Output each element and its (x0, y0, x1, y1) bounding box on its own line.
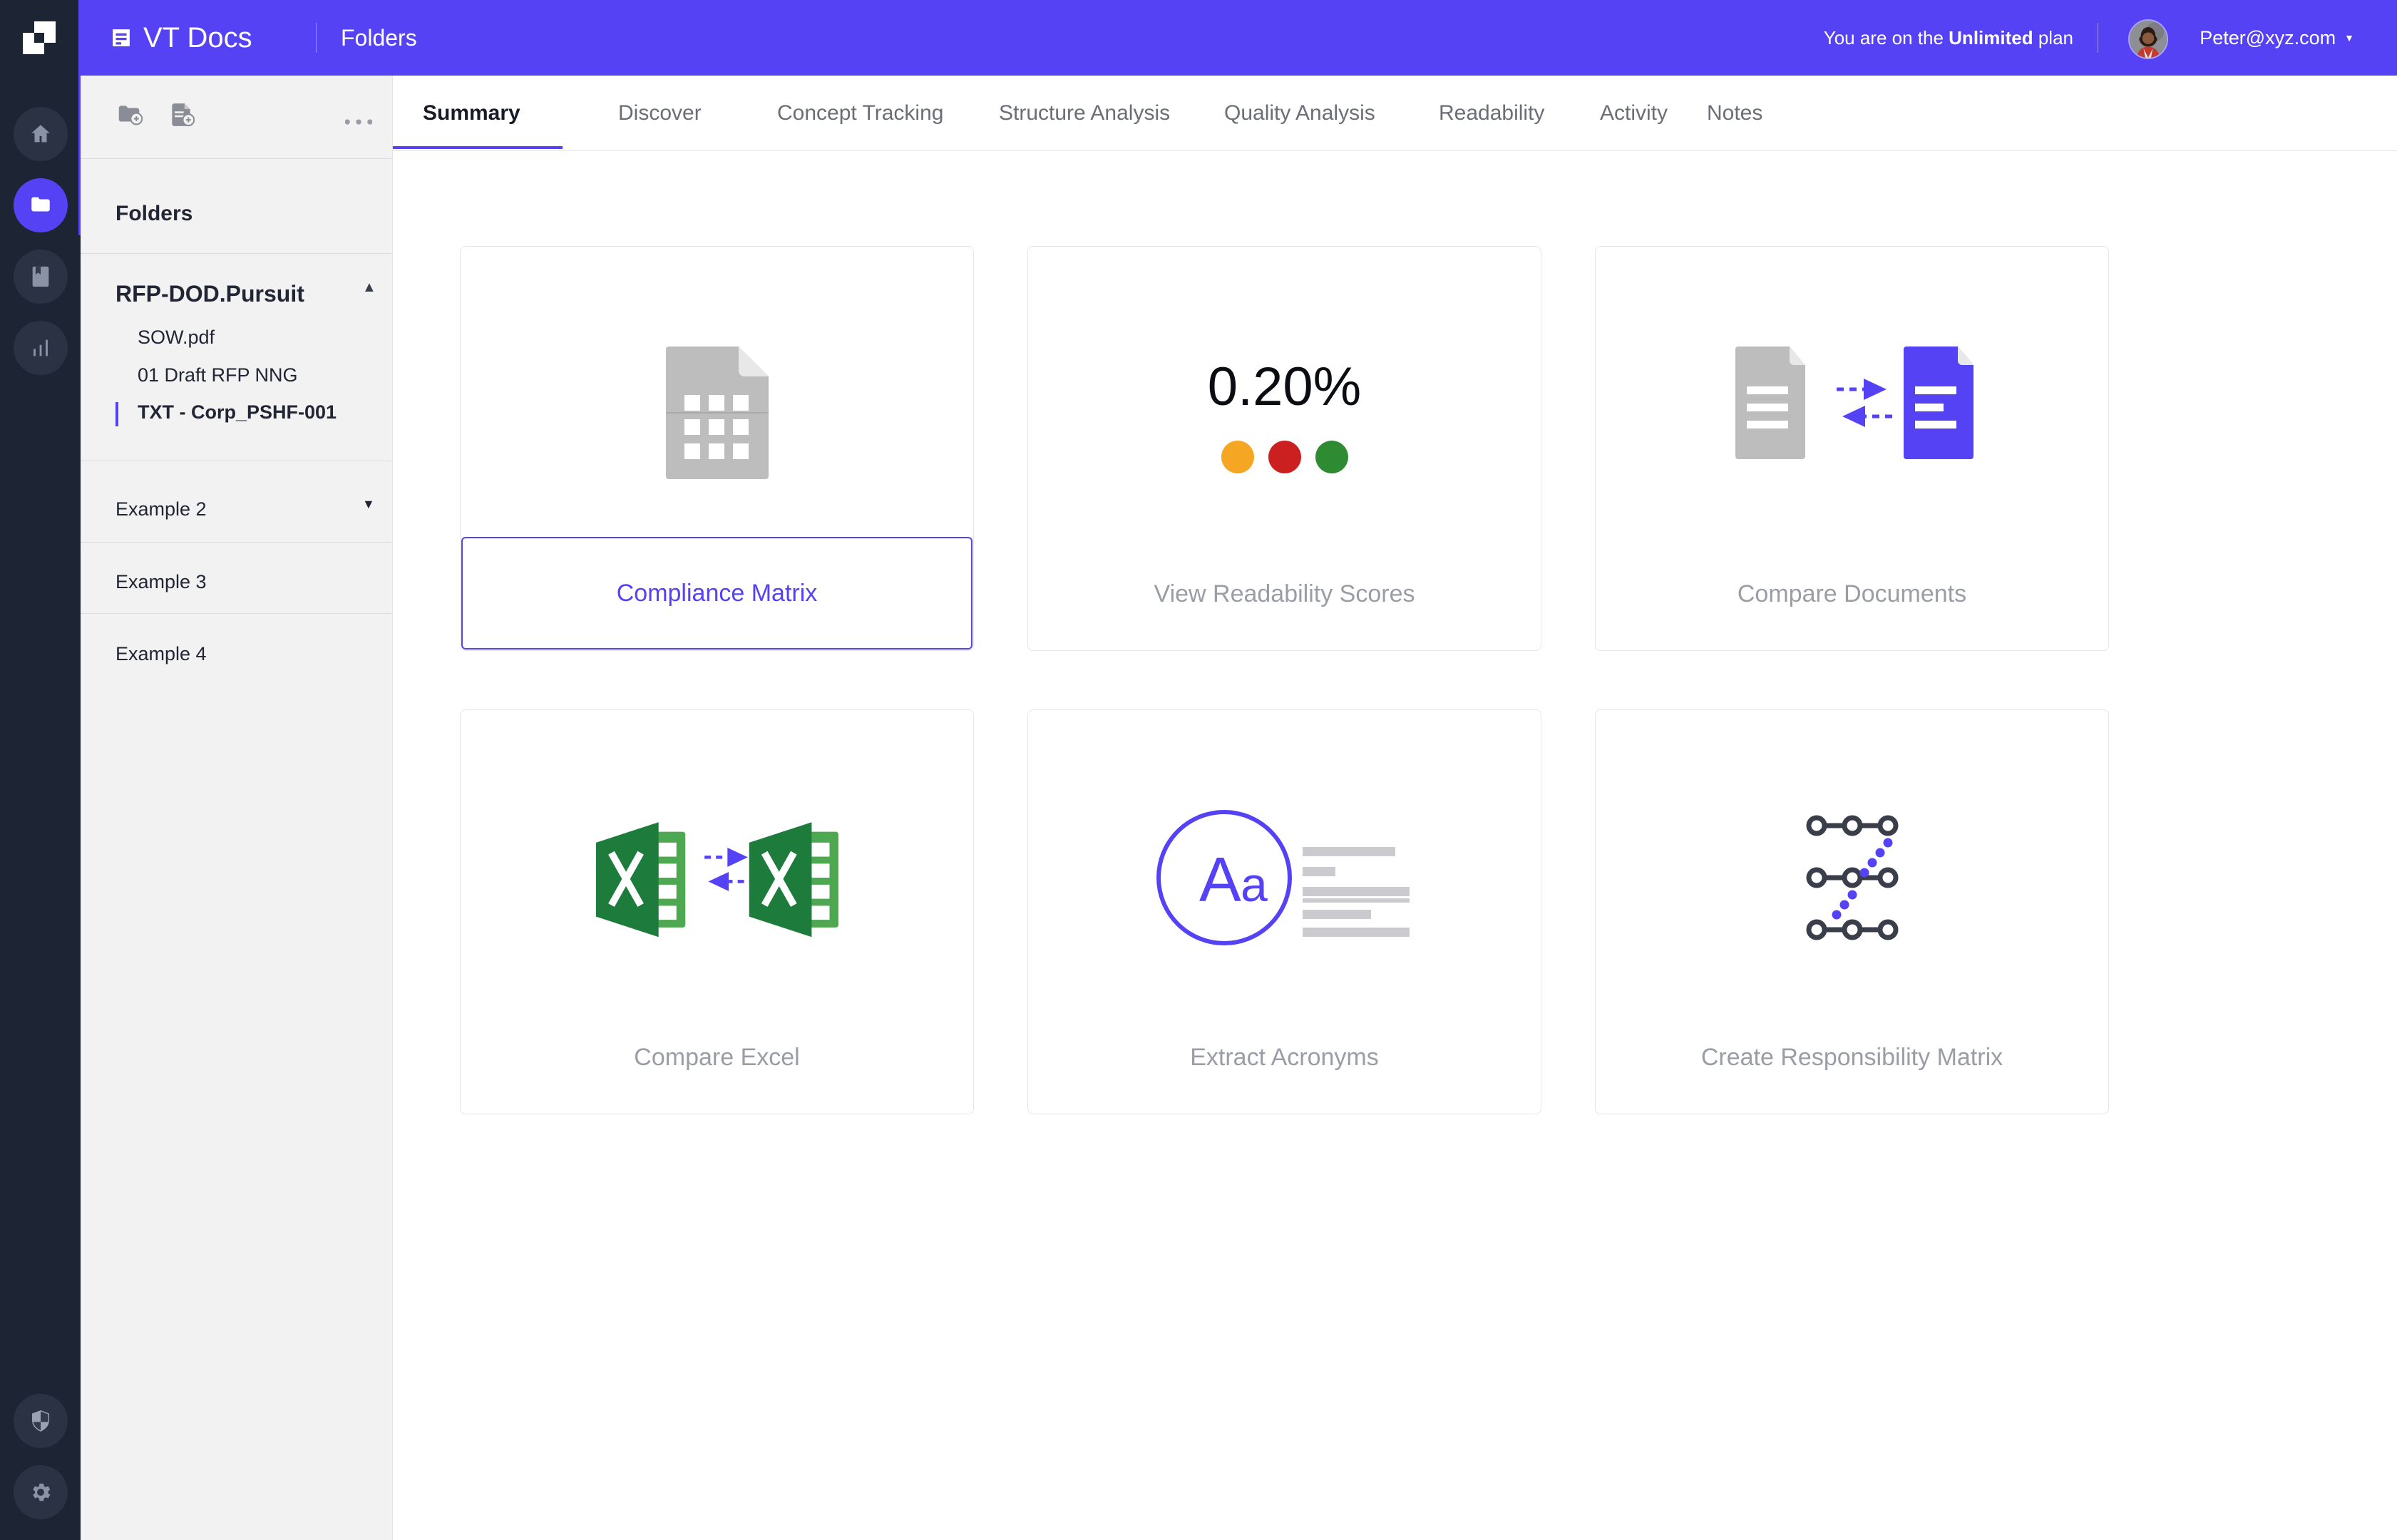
svg-text:a: a (1241, 858, 1268, 912)
svg-text:A: A (1199, 844, 1241, 915)
